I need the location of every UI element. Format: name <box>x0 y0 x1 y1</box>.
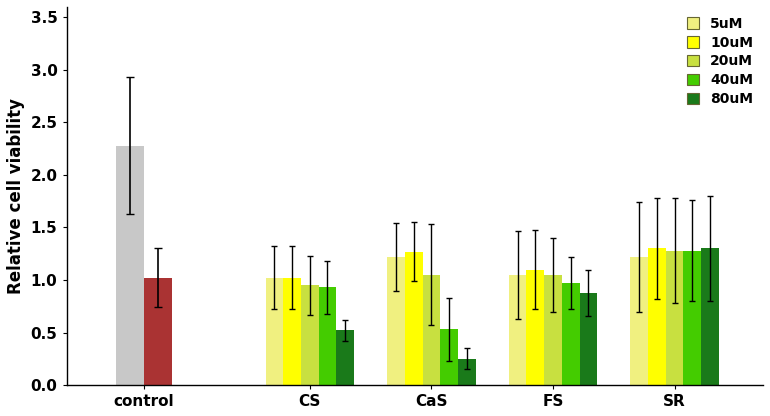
Bar <box>701 248 719 385</box>
Bar <box>631 257 648 385</box>
Bar <box>580 292 598 385</box>
Bar <box>144 278 172 385</box>
Bar <box>666 250 684 385</box>
Bar <box>440 329 458 385</box>
Bar <box>336 330 354 385</box>
Bar <box>301 285 319 385</box>
Bar <box>648 248 666 385</box>
Bar <box>405 252 423 385</box>
Bar <box>562 283 580 385</box>
Bar <box>527 270 544 385</box>
Bar <box>319 287 336 385</box>
Y-axis label: Relative cell viability: Relative cell viability <box>7 98 25 294</box>
Bar <box>458 359 476 385</box>
Bar <box>283 278 301 385</box>
Bar <box>423 275 440 385</box>
Bar <box>544 275 562 385</box>
Bar <box>509 275 527 385</box>
Bar <box>387 257 405 385</box>
Legend: 5uM, 10uM, 20uM, 40uM, 80uM: 5uM, 10uM, 20uM, 40uM, 80uM <box>681 11 759 111</box>
Bar <box>116 146 144 385</box>
Bar <box>684 250 701 385</box>
Bar <box>266 278 283 385</box>
